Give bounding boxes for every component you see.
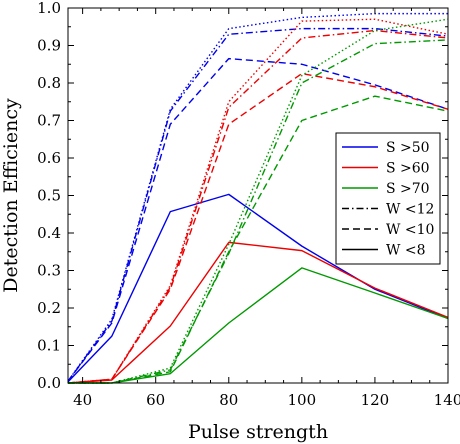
y-tick-label: 0.0 — [37, 374, 61, 392]
legend-label: W <10 — [386, 222, 434, 238]
series-line — [67, 57, 449, 382]
series-line — [68, 267, 449, 384]
legend: S >50 S >60 S >70 W <12 W <10 W <8 — [335, 132, 441, 265]
y-tick-label: 0.2 — [37, 299, 61, 317]
legend-label: S >70 — [386, 181, 430, 197]
legend-label: S >60 — [386, 161, 430, 177]
x-tick-label: 80 — [219, 391, 238, 409]
y-tick-label: 0.8 — [37, 74, 61, 92]
y-tick-label: 0.5 — [37, 187, 61, 205]
legend-box — [335, 132, 441, 265]
x-tick-label: 40 — [73, 391, 92, 409]
series-line — [67, 193, 449, 383]
y-tick-label: 0.7 — [37, 112, 61, 130]
x-tick-label: 60 — [146, 391, 165, 409]
y-tick-label: 1.0 — [37, 0, 61, 17]
x-tick-label: 100 — [288, 391, 317, 409]
series-line — [68, 95, 449, 384]
series-line — [67, 27, 449, 382]
y-tick-label: 0.3 — [37, 262, 61, 280]
y-tick-label: 0.9 — [37, 37, 61, 55]
x-tick-label: 120 — [361, 391, 390, 409]
x-tick-label: 140 — [434, 391, 460, 409]
y-tick-label: 0.4 — [37, 224, 61, 242]
series-line — [67, 241, 449, 384]
y-axis-label: Detection Efficiency — [0, 98, 22, 293]
ticks-layer: 40 60 80 100 120 140 0.0 0.1 0.2 0.3 0.4 0.5 0.6 0.7 0… — [37, 0, 460, 409]
series-line — [68, 18, 449, 384]
legend-label: W <8 — [386, 243, 425, 259]
y-tick-label: 0.6 — [37, 149, 61, 167]
legend-label: W <12 — [386, 202, 434, 218]
x-axis-label: Pulse strength — [188, 421, 328, 443]
legend-label: S >50 — [386, 140, 430, 156]
y-tick-label: 0.1 — [37, 337, 61, 355]
